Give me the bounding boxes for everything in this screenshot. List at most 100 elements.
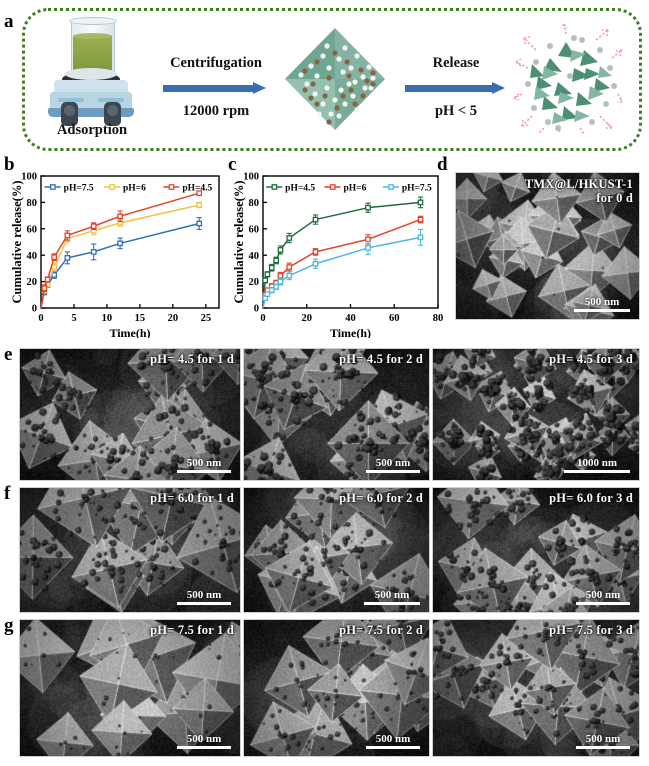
- scalebar-e-1-label: 500 nm: [186, 457, 222, 469]
- scalebar-e-1-bar: [177, 470, 231, 473]
- svg-text:10: 10: [102, 313, 113, 324]
- sem-image-g-3: pH= 7.5 for 3 d 500 nm: [432, 619, 640, 757]
- scalebar-f-2: 500 nm: [364, 589, 420, 605]
- scalebar-d: 500 nm: [574, 296, 630, 312]
- scalebar-f-2-label: 500 nm: [374, 589, 410, 601]
- scalebar-d-label: 500 nm: [584, 296, 620, 308]
- sem-canvas: [244, 488, 429, 612]
- scalebar-f-1-bar: [177, 602, 231, 605]
- svg-text:20: 20: [302, 313, 313, 324]
- scalebar-f-1-label: 500 nm: [186, 589, 222, 601]
- panel-letter-g: g: [4, 615, 14, 636]
- sem-caption-d-line1: TMX@L/HKUST-1: [524, 177, 633, 191]
- svg-text:80: 80: [433, 313, 444, 324]
- sem-image-f-3: pH= 6.0 for 3 d 500 nm: [432, 487, 640, 613]
- svg-text:60: 60: [27, 224, 38, 235]
- panel-letter-c: c: [228, 154, 237, 175]
- sem-image-e-3: pH= 4.5 for 3 d 1000 nm: [432, 348, 640, 481]
- scalebar-g-2-label: 500 nm: [375, 733, 411, 745]
- panel-letter-a: a: [4, 11, 14, 32]
- scalebar-e-3-label: 1000 nm: [576, 457, 618, 469]
- svg-text:100: 100: [243, 172, 259, 183]
- sem-caption-f-3: pH= 6.0 for 3 d: [549, 491, 633, 505]
- panel-c-chart: 0 20 40 60 80 0 20 40 60 80 100 Time(h) Cumulative r…: [232, 170, 444, 338]
- sem-image-panel-d: TMX@L/HKUST-1 for 0 d 500 nm: [455, 172, 640, 320]
- svg-text:Time(h): Time(h): [109, 326, 150, 338]
- sem-canvas: [433, 620, 639, 756]
- sem-image-g-1: pH= 7.5 for 1 d 500 nm: [19, 619, 241, 757]
- panel-letter-d: d: [437, 154, 448, 175]
- sem-caption-d-line2: for 0 d: [596, 191, 633, 205]
- adsorption-beaker-illustration: [48, 16, 134, 126]
- svg-text:20: 20: [249, 277, 260, 288]
- centrifugation-label: Centrifugation: [170, 55, 262, 71]
- scalebar-e-1: 500 nm: [177, 457, 231, 473]
- sem-caption-f-2: pH= 6.0 for 2 d: [339, 491, 423, 505]
- scalebar-f-3: 500 nm: [576, 589, 630, 605]
- rpm-label: 12000 rpm: [182, 103, 250, 119]
- sem-caption-e-2: pH= 4.5 for 2 d: [339, 352, 423, 366]
- svg-text:Cumulative release(%): Cumulative release(%): [232, 180, 246, 303]
- svg-text:80: 80: [27, 198, 38, 209]
- svg-text:20: 20: [27, 277, 38, 288]
- sem-caption-e-3: pH= 4.5 for 3 d: [549, 352, 633, 366]
- release-dispersion-illustration: [513, 23, 623, 135]
- svg-text:pH=4.5: pH=4.5: [182, 183, 212, 193]
- panel-letter-f: f: [4, 483, 11, 504]
- scalebar-g-2-bar: [366, 746, 420, 749]
- sem-image-g-2: pH= 7.5 for 2 d 500 nm: [243, 619, 430, 757]
- panel-letter-b: b: [4, 154, 15, 175]
- scalebar-g-3: 500 nm: [576, 733, 630, 749]
- scalebar-e-2-label: 500 nm: [375, 457, 411, 469]
- svg-text:5: 5: [71, 313, 76, 324]
- sem-caption-g-2: pH= 7.5 for 2 d: [339, 623, 423, 637]
- sem-canvas: [20, 488, 240, 612]
- scalebar-f-3-bar: [576, 602, 630, 605]
- sem-canvas: [456, 173, 639, 319]
- svg-text:Time(h): Time(h): [330, 326, 371, 338]
- svg-text:0: 0: [260, 313, 265, 324]
- sem-image-e-2: pH= 4.5 for 2 d 500 nm: [243, 348, 430, 481]
- svg-text:pH=7.5: pH=7.5: [402, 183, 432, 193]
- scalebar-g-1: 500 nm: [177, 733, 231, 749]
- svg-text:pH=7.5: pH=7.5: [64, 183, 94, 193]
- scalebar-e-2: 500 nm: [366, 457, 420, 473]
- svg-text:40: 40: [27, 251, 38, 262]
- svg-text:20: 20: [168, 313, 179, 324]
- svg-text:0: 0: [38, 313, 43, 324]
- release-arrow: [405, 82, 505, 95]
- svg-text:25: 25: [201, 313, 212, 324]
- svg-text:40: 40: [249, 251, 260, 262]
- svg-text:0: 0: [32, 304, 37, 315]
- scalebar-f-3-label: 500 nm: [585, 589, 621, 601]
- svg-text:0: 0: [254, 304, 259, 315]
- sem-image-f-1: pH= 6.0 for 1 d 500 nm: [19, 487, 241, 613]
- scalebar-e-3: 1000 nm: [564, 457, 630, 473]
- centrifugation-arrow: [163, 82, 266, 95]
- scalebar-g-1-bar: [177, 746, 231, 749]
- svg-text:60: 60: [249, 224, 260, 235]
- svg-text:pH=6: pH=6: [344, 183, 367, 193]
- sem-image-f-2: pH= 6.0 for 2 d 500 nm: [243, 487, 430, 613]
- sem-canvas: [20, 349, 240, 480]
- sem-caption-d: TMX@L/HKUST-1 for 0 d: [525, 177, 633, 205]
- ph-threshold-label: pH < 5: [434, 103, 478, 119]
- sem-caption-g-1: pH= 7.5 for 1 d: [150, 623, 234, 637]
- scalebar-e-2-bar: [366, 470, 420, 473]
- panel-b-chart: 0 5 10 15 20 25 0 20 40 60 80 100 Time(h) Cumulative …: [10, 170, 225, 338]
- sem-caption-f-1: pH= 6.0 for 1 d: [150, 491, 234, 505]
- svg-text:80: 80: [249, 198, 260, 209]
- svg-text:15: 15: [135, 313, 146, 324]
- adsorption-label: Adsorption: [56, 122, 128, 138]
- sem-caption-g-3: pH= 7.5 for 3 d: [549, 623, 633, 637]
- svg-text:pH=4.5: pH=4.5: [285, 183, 315, 193]
- sem-image-e-1: pH= 4.5 for 1 d 500 nm: [19, 348, 241, 481]
- mof-crystal-illustration: [283, 26, 387, 132]
- svg-text:40: 40: [345, 313, 356, 324]
- sem-canvas: [433, 349, 639, 480]
- scalebar-g-1-label: 500 nm: [186, 733, 222, 745]
- sem-canvas: [244, 620, 429, 756]
- sem-caption-e-1: pH= 4.5 for 1 d: [150, 352, 234, 366]
- release-label: Release: [432, 55, 480, 71]
- scalebar-g-2: 500 nm: [366, 733, 420, 749]
